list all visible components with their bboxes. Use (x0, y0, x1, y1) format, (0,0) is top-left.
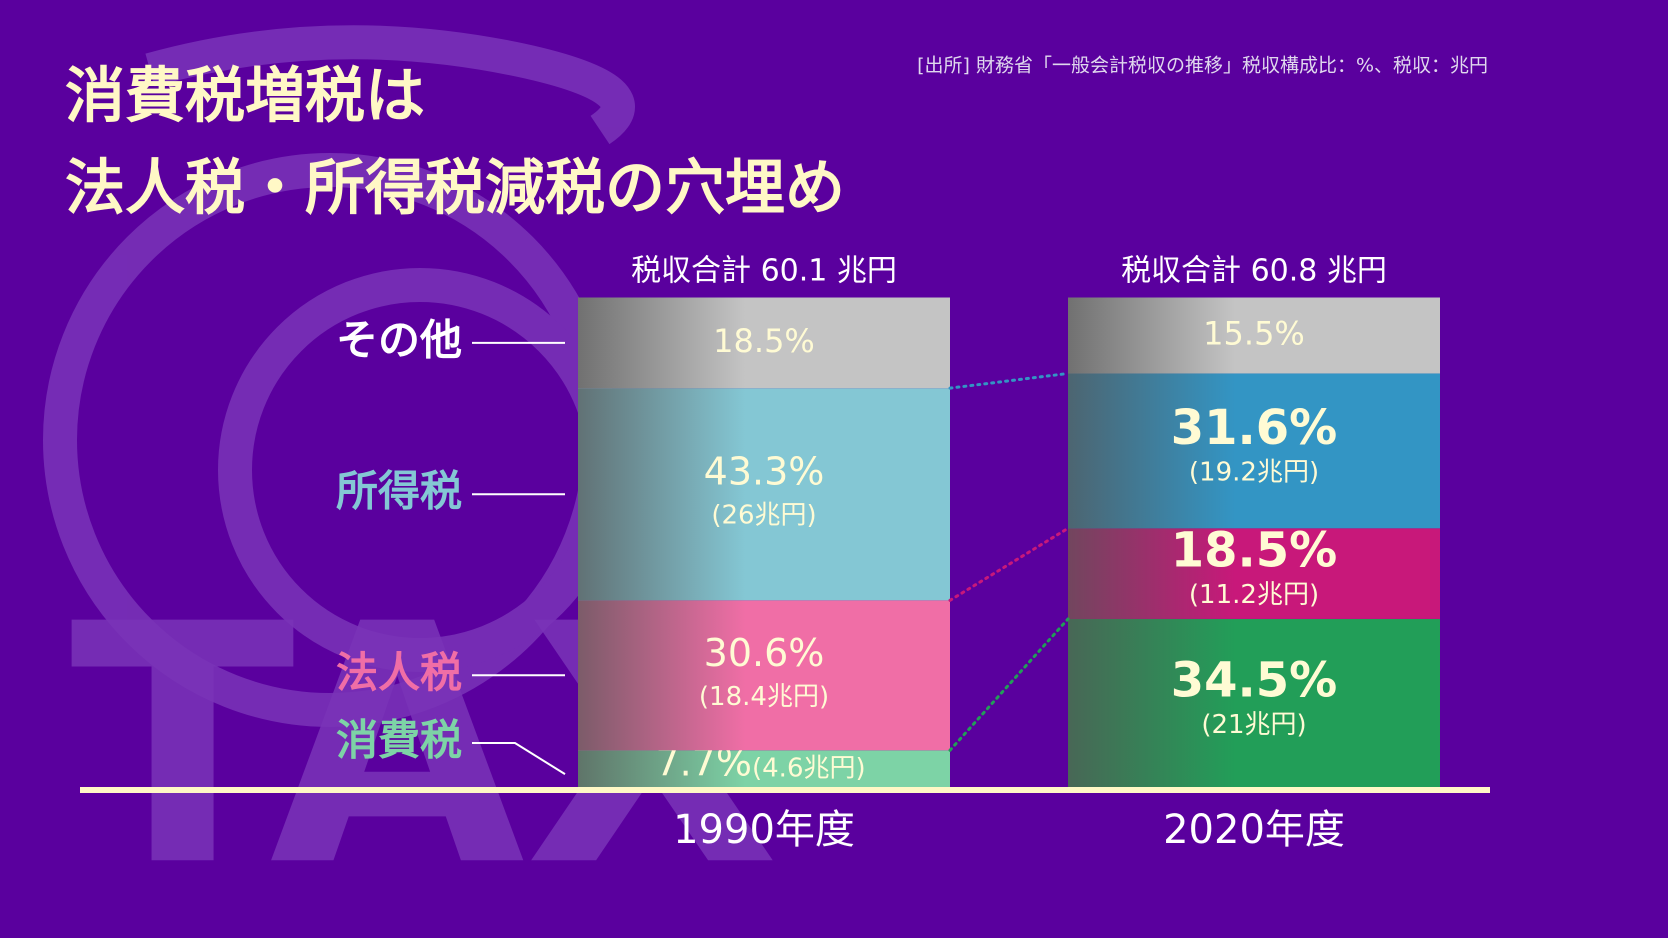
chart-title: 消費税増税は (65, 62, 425, 132)
connector (948, 371, 1070, 390)
amount-label: (4.6兆円) (752, 754, 866, 784)
legend-label: その他 (336, 315, 462, 364)
value-label: 15.5% (1203, 314, 1305, 352)
x-tick-label: 1990年度 (673, 807, 855, 853)
amount-label: (21兆円) (1201, 710, 1306, 740)
connector (948, 617, 1070, 752)
bar-shade (578, 750, 950, 788)
total-label: 税収合計 60.1 兆円 (631, 254, 897, 289)
total-label: 税収合計 60.8 兆円 (1121, 254, 1387, 289)
source: [出所] 財務省「一般会計税収の推移」税収構成比：%、税収：兆円 (917, 55, 1488, 77)
value-label: 30.6% (704, 631, 825, 675)
value-label: 18.5% (713, 322, 815, 360)
bar-shade (578, 297, 950, 389)
legend-label: 所得税 (336, 467, 462, 516)
bar-shade (1068, 297, 1440, 374)
legend-label: 法人税 (336, 648, 462, 697)
amount-label: (19.2兆円) (1189, 457, 1319, 487)
value-label: 18.5% (1171, 523, 1338, 579)
value-label: 34.5% (1171, 652, 1338, 708)
bar-shade (578, 600, 950, 751)
x-tick-label: 2020年度 (1163, 807, 1345, 853)
chart-title: 法人税・所得税減税の穴埋め (65, 154, 845, 224)
bar-shade (1068, 373, 1440, 529)
bar-shade (1068, 528, 1440, 619)
value-label: 43.3% (704, 450, 825, 494)
amount-label: (26兆円) (711, 501, 816, 531)
amount-label: (11.2兆円) (1189, 580, 1319, 610)
bar-shade (578, 388, 950, 601)
connector (948, 526, 1070, 602)
amount-label: (18.4兆円) (699, 682, 829, 712)
value-label: 31.6% (1171, 400, 1338, 456)
legend-label: 消費税 (336, 716, 462, 765)
legend-leader (472, 742, 566, 775)
bar-shade (1068, 618, 1440, 788)
